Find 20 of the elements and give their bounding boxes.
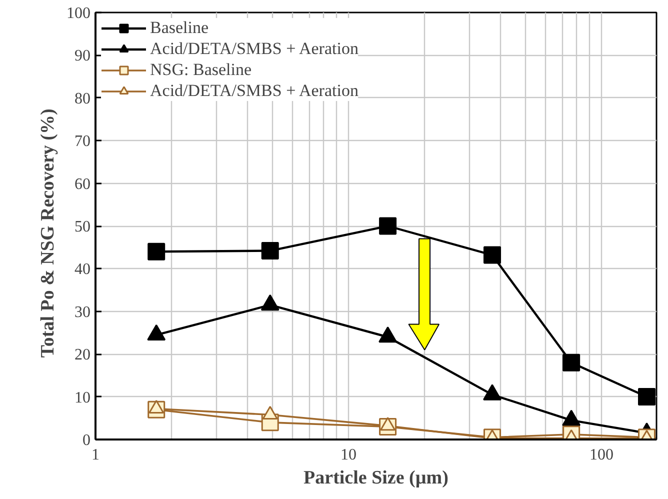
y-tick-label: 20 (74, 346, 90, 364)
y-tick-label: 40 (74, 261, 90, 278)
y-tick-label: 60 (74, 176, 90, 193)
y-tick-label: 30 (74, 304, 90, 321)
x-tick-label: 100 (589, 446, 614, 464)
x-tick-label: 10 (340, 446, 356, 464)
y-tick-label: 50 (74, 218, 90, 236)
y-tick-label: 0 (82, 432, 90, 449)
y-tick-label: 70 (74, 133, 90, 150)
y-tick-label: 100 (66, 5, 90, 22)
legend-label: Acid/DETA/SMBS + Aeration (150, 39, 358, 59)
y-tick-label: 80 (74, 90, 90, 108)
y-tick-label: 90 (74, 48, 90, 65)
x-tick-label: 1 (92, 446, 100, 464)
y-tick-label: 10 (74, 389, 90, 406)
legend-label: Acid/DETA/SMBS + Aeration (150, 81, 358, 101)
x-axis-title: Particle Size (µm) (304, 468, 448, 488)
legend-label: NSG: Baseline (150, 60, 252, 80)
legend-label: Baseline (150, 18, 209, 38)
y-axis-title: Total Po & NSG Recovery (%) (38, 108, 58, 358)
